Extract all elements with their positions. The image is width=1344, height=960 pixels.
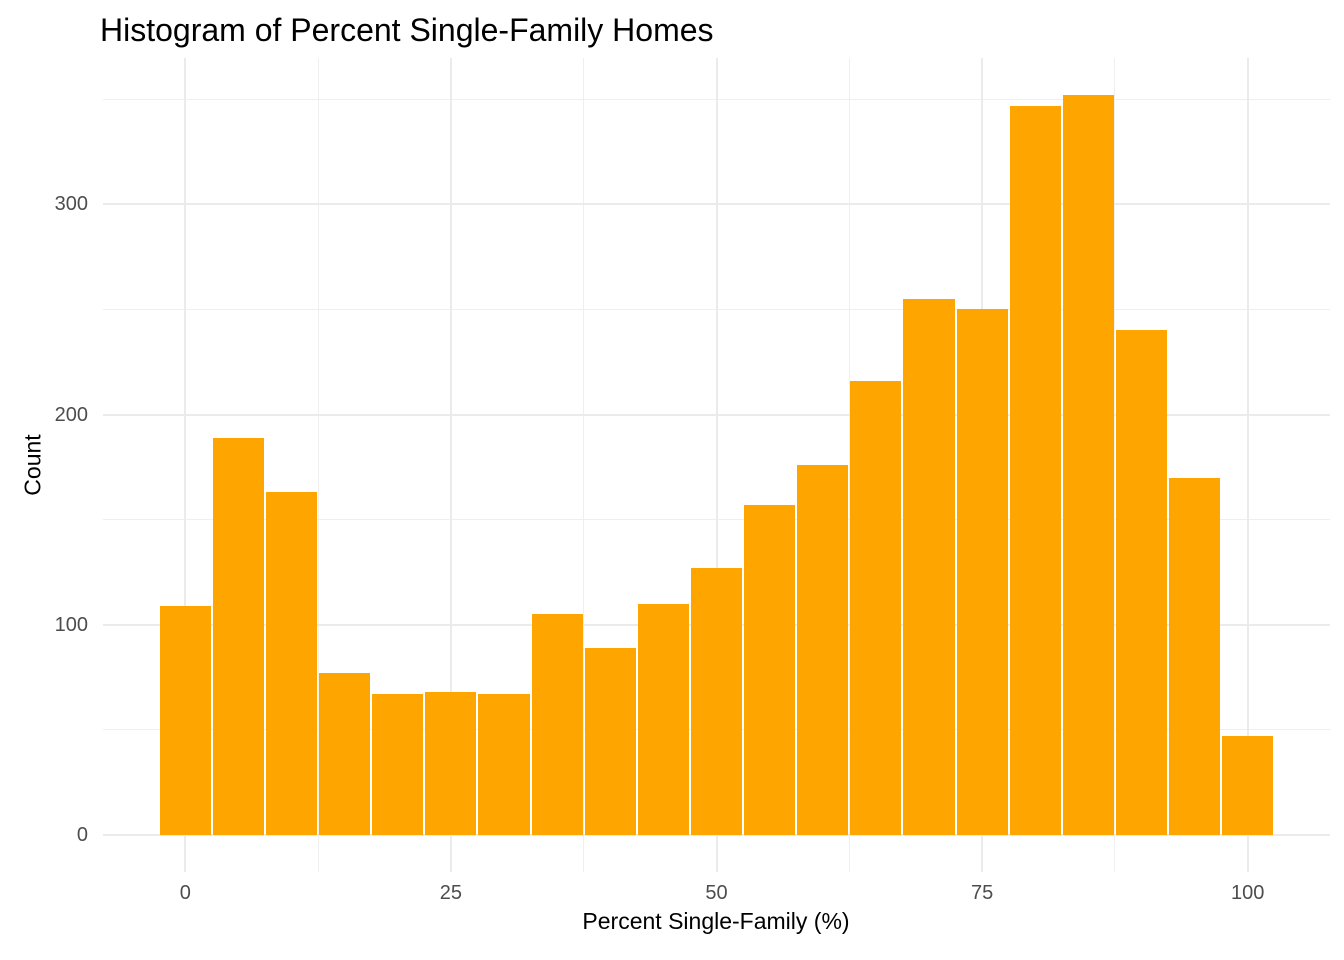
histogram-bar — [850, 380, 902, 835]
histogram-bar — [159, 605, 211, 835]
histogram-bar — [531, 614, 583, 835]
x-major-gridline — [449, 58, 452, 872]
x-tick-label: 25 — [439, 882, 463, 904]
y-tick-label: 0 — [76, 824, 88, 846]
x-major-gridline — [1246, 58, 1249, 872]
histogram-bar — [584, 647, 636, 835]
histogram-bar — [1009, 105, 1061, 835]
histogram-bar — [690, 568, 743, 835]
histogram-bar — [1222, 736, 1274, 835]
x-tick-label: 50 — [705, 882, 728, 904]
histogram-bar — [212, 437, 264, 835]
x-major-gridline — [184, 58, 187, 872]
x-minor-gridline — [583, 58, 585, 872]
histogram-bar — [266, 492, 318, 835]
x-minor-gridline — [317, 58, 319, 872]
x-tick-label: 0 — [179, 882, 191, 904]
x-minor-gridline — [848, 58, 850, 872]
x-axis-title: Percent Single-Family (%) — [582, 908, 850, 934]
histogram-bar — [372, 694, 424, 835]
y-tick-label: 300 — [54, 193, 88, 216]
y-tick-label: 100 — [54, 613, 88, 636]
histogram-bar — [1062, 95, 1114, 835]
histogram-bar — [637, 603, 689, 835]
plot-title: Histogram of Percent Single-Family Homes — [100, 12, 714, 48]
histogram-bar — [797, 465, 849, 835]
y-tick-label: 200 — [54, 403, 88, 426]
histogram-bar — [319, 673, 371, 835]
x-tick-label: 75 — [970, 882, 994, 904]
histogram-bar — [956, 309, 1008, 835]
histogram-bar — [1115, 330, 1167, 835]
histogram-bar — [425, 692, 477, 835]
histogram-bar — [903, 298, 955, 835]
x-major-gridline — [715, 58, 718, 872]
x-tick-label: 100 — [1230, 882, 1265, 904]
histogram-bar — [1168, 477, 1221, 835]
y-axis-title: Count — [19, 434, 46, 496]
histogram-bar — [478, 694, 530, 835]
histogram-bar — [744, 504, 796, 835]
x-minor-gridline — [1114, 58, 1116, 872]
